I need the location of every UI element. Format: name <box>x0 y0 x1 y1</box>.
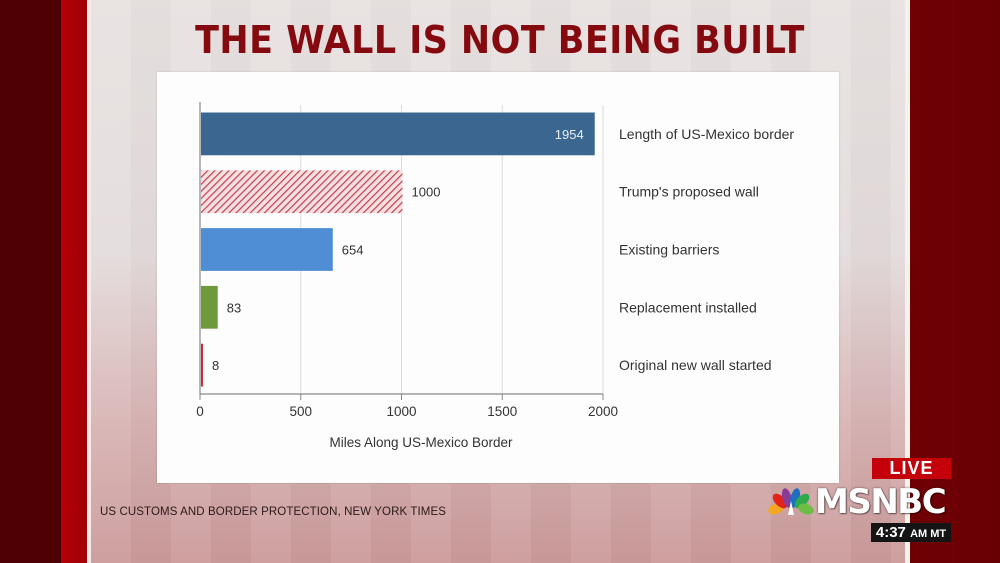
clock: 4:37 AM MT <box>871 523 951 542</box>
clock-time: 4:37 <box>875 524 906 541</box>
x-tick-label: 0 <box>196 404 204 419</box>
network-name: MSNBC <box>815 482 947 522</box>
bar <box>201 170 403 214</box>
clock-timezone: AM MT <box>910 528 947 540</box>
background-left-divider <box>87 0 91 563</box>
bar-chart: 1954 Length of US-Mexico border 1000 Trump'… <box>196 102 794 450</box>
data-label: 8 <box>212 358 219 373</box>
bar <box>201 112 595 156</box>
background-right-divider <box>905 0 910 563</box>
x-tick-label: 2000 <box>588 404 618 419</box>
network-logo: MSNBC <box>768 482 947 522</box>
background-left-red-band <box>61 0 87 563</box>
x-tick-label: 1000 <box>386 404 416 419</box>
category-label: Replacement installed <box>619 299 757 315</box>
data-label: 1000 <box>412 185 441 200</box>
x-tick-label: 500 <box>289 404 312 419</box>
bar <box>201 228 333 271</box>
category-label: Trump's proposed wall <box>619 184 759 200</box>
data-label: 654 <box>342 243 364 258</box>
x-tick-label: 1500 <box>487 404 517 419</box>
data-label: 83 <box>227 300 241 315</box>
background-left-dark-band <box>0 0 61 563</box>
x-axis-label: Miles Along US-Mexico Border <box>329 435 513 450</box>
data-label: 1954 <box>555 127 584 142</box>
live-badge: LIVE <box>872 458 951 479</box>
category-label: Length of US-Mexico border <box>619 126 794 142</box>
category-label: Original new wall started <box>619 357 772 373</box>
bar <box>201 343 203 387</box>
peacock-icon <box>768 488 814 515</box>
headline: THE WALL IS NOT BEING BUILT <box>195 18 805 62</box>
source-credit: US CUSTOMS AND BORDER PROTECTION, NEW YO… <box>100 506 447 518</box>
bar <box>201 285 218 329</box>
chart-panel: 1954 Length of US-Mexico border 1000 Trump'… <box>157 72 839 483</box>
category-label: Existing barriers <box>619 242 719 258</box>
